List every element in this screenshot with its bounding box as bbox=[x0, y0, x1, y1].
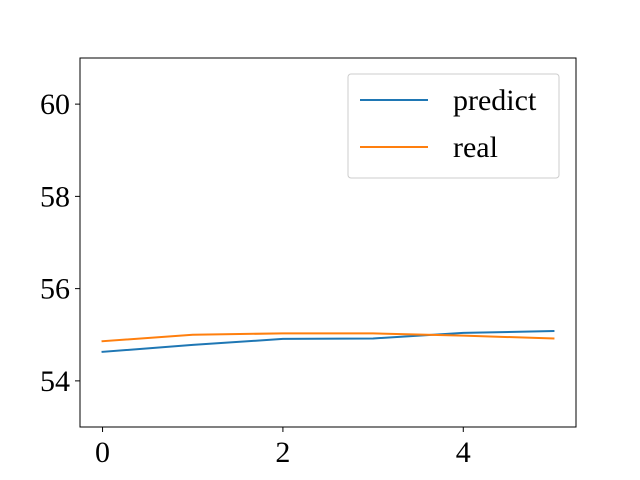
legend-label-real: real bbox=[453, 131, 498, 164]
y-tick-label: 58 bbox=[40, 180, 70, 213]
x-tick-label: 4 bbox=[456, 436, 471, 469]
legend-label-predict: predict bbox=[453, 84, 537, 117]
series-line-real bbox=[101, 332, 555, 343]
y-tick-label: 56 bbox=[40, 273, 70, 306]
y-tick-label: 60 bbox=[40, 88, 70, 121]
axes-frame bbox=[79, 57, 577, 428]
x-tick-label: 0 bbox=[95, 436, 110, 469]
series-line-predict bbox=[101, 330, 555, 353]
x-tick-label: 2 bbox=[275, 436, 290, 469]
y-tick-label: 54 bbox=[40, 365, 70, 398]
plot-area: 0 2 4 54 56 58 60 predict real bbox=[40, 57, 577, 469]
